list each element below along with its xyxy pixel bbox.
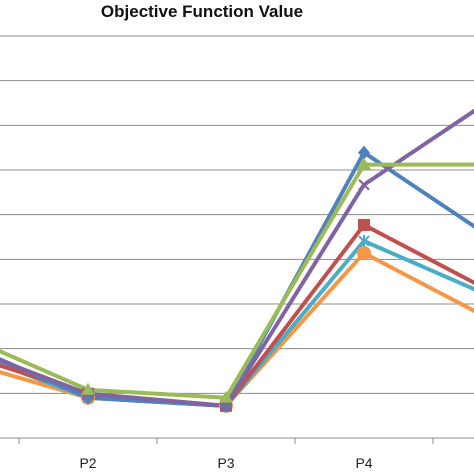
data-point	[358, 235, 370, 248]
x-tick-label: P4	[355, 455, 372, 471]
x-axis	[18, 438, 434, 444]
series-line	[0, 150, 474, 408]
series-line	[0, 108, 474, 408]
x-tick-label: P2	[79, 455, 96, 471]
data-point	[219, 390, 233, 403]
series-lines	[0, 108, 474, 408]
data-point	[358, 145, 370, 160]
data-point	[81, 382, 95, 395]
chart-title: Objective Function Value	[100, 2, 304, 21]
x-tick-label: P3	[217, 455, 234, 471]
data-point	[357, 246, 371, 261]
series-line	[0, 162, 474, 400]
gridlines	[0, 35, 474, 439]
data-point	[358, 218, 370, 231]
series-markers	[81, 145, 371, 413]
x-tick-labels: P2 P3 P4	[79, 455, 372, 471]
data-point	[358, 179, 370, 191]
data-point-stroke	[358, 179, 370, 191]
data-point	[357, 157, 371, 170]
